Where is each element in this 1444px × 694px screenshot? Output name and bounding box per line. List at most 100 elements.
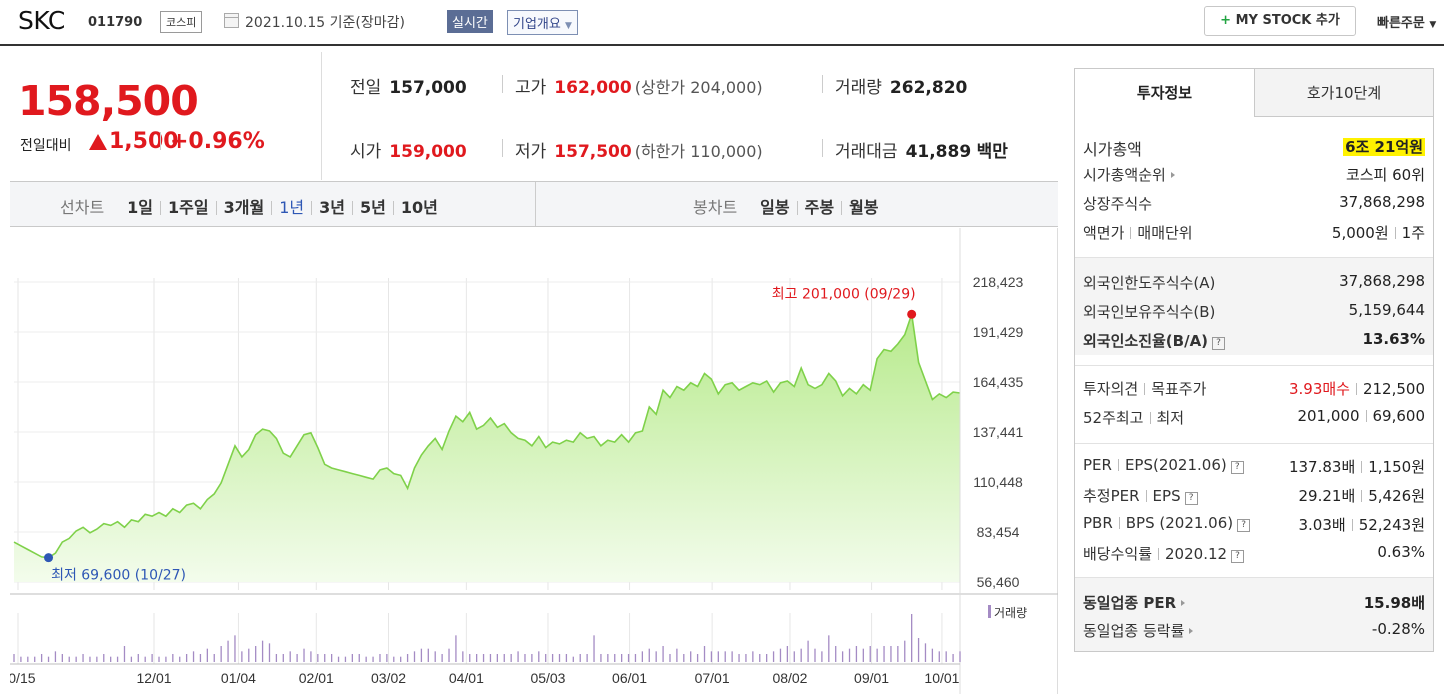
- per-row: PER EPS(2021.06)? 137.83배 1,150원: [1083, 456, 1425, 476]
- chevron-right-icon[interactable]: [1170, 172, 1175, 178]
- help-icon[interactable]: ?: [1230, 461, 1244, 474]
- foreign-section: [1075, 257, 1433, 355]
- est-per-row: 추정PER EPS? 29.21배 5,426원: [1083, 487, 1425, 505]
- quick-order-button[interactable]: 빠른주문 ▼: [1377, 12, 1436, 31]
- industry-section: [1075, 577, 1433, 651]
- high-point-marker: [907, 309, 917, 319]
- volume-legend-label: 거래량: [994, 606, 1027, 620]
- stock-code: 011790: [88, 15, 143, 30]
- market-cap-value: 6조 21억원: [1343, 138, 1425, 156]
- help-icon[interactable]: ?: [1184, 492, 1198, 505]
- y-tick-label: 110,448: [973, 474, 1023, 490]
- investment-info-panel: 투자정보 호가10단계 시가총액 6조 21억원 시가총액순위 코스피 60위 …: [1074, 68, 1434, 652]
- y-tick-label: 191,429: [973, 324, 1024, 340]
- divider: [1075, 443, 1433, 444]
- line-chart-tabs: 선차트 1일 1주일 3개월 1년 3년 5년 10년: [60, 194, 445, 218]
- volume: 거래량 262,820: [835, 78, 968, 98]
- company-overview-dropdown[interactable]: 기업개요 ▼: [507, 10, 578, 35]
- help-icon[interactable]: ?: [1212, 337, 1226, 350]
- tab-invest-info[interactable]: 투자정보: [1075, 69, 1254, 117]
- y-tick-label: 164,435: [973, 374, 1024, 390]
- x-tick-label: 02/01: [299, 670, 334, 686]
- low-price-label: 최저 69,600 (10/27): [51, 568, 186, 584]
- market-cap-row: 시가총액 6조 21억원: [1083, 138, 1425, 159]
- add-my-stock-button[interactable]: + MY STOCK 추가: [1204, 6, 1356, 36]
- change-label: 전일대비: [20, 138, 72, 154]
- plus-icon: +: [1220, 13, 1232, 28]
- opinion-row: 투자의견 목표주가 3.93매수 212,500: [1083, 380, 1425, 398]
- divider: [822, 75, 823, 93]
- y-tick-label: 137,441: [973, 424, 1024, 440]
- tab-5year[interactable]: 5년: [359, 198, 386, 217]
- x-tick-label: 05/03: [530, 670, 565, 686]
- industry-per-row: 동일업종 PER 15.98배: [1083, 594, 1425, 612]
- tab-3month[interactable]: 3개월: [223, 198, 265, 217]
- tab-10year[interactable]: 10년: [400, 198, 438, 217]
- tab-3year[interactable]: 3년: [319, 198, 345, 217]
- tab-daily[interactable]: 일봉: [760, 198, 790, 217]
- chevron-down-icon: ▼: [1429, 20, 1437, 30]
- divider: [502, 75, 503, 93]
- open-price: 시가 159,000: [350, 142, 467, 162]
- quick-order-label: 빠른주문: [1377, 16, 1425, 31]
- week52-row: 52주최고 최저 201,000 69,600: [1083, 407, 1425, 427]
- divider: [822, 139, 823, 157]
- volume-legend-swatch: [988, 605, 991, 618]
- low-price: 저가 157,500 (하한가 110,000): [515, 142, 763, 162]
- y-tick-label: 218,423: [973, 274, 1024, 290]
- base-date: 2021.10.15 기준(장마감): [245, 15, 405, 31]
- help-icon[interactable]: ?: [1231, 550, 1245, 563]
- x-tick-label: 08/02: [772, 670, 807, 686]
- foreign-hold-row: 외국인보유주식수(B) 5,159,644: [1083, 301, 1425, 321]
- market-cap-rank-row: 시가총액순위 코스피 60위: [1083, 166, 1425, 184]
- price-chart-svg[interactable]: 10/15 12/01 01/04 02/01 03/02 04/01 05/03 06/01…: [10, 228, 1058, 694]
- dividend-row: 배당수익률 2020.12? 0.63%: [1083, 543, 1425, 563]
- pbr-row: PBR BPS (2021.06)? 3.03배 52,243원: [1083, 514, 1425, 534]
- divider: [535, 182, 536, 226]
- chevron-right-icon[interactable]: [1189, 628, 1194, 634]
- x-tick-label: 03/02: [371, 670, 406, 686]
- divider: [160, 132, 161, 150]
- foreign-limit-row: 외국인한도주식수(A) 37,868,298: [1083, 272, 1425, 292]
- stock-name: SKC: [18, 6, 65, 35]
- candle-chart-tabs: 봉차트 일봉 주봉 월봉: [693, 194, 886, 218]
- x-tick-label: 09/01: [854, 670, 889, 686]
- change-value: 1,500: [109, 129, 179, 154]
- x-tick-label: 04/01: [449, 670, 484, 686]
- market-badge: 코스피: [160, 11, 203, 33]
- listed-shares-row: 상장주식수 37,868,298: [1083, 193, 1425, 213]
- tab-1year[interactable]: 1년: [279, 198, 305, 217]
- tab-weekly[interactable]: 주봉: [804, 198, 835, 217]
- tab-order-book[interactable]: 호가10단계: [1254, 69, 1433, 117]
- divider: [1075, 365, 1433, 366]
- price-summary: 전일 157,000 고가 162,000 (상한가 204,000) 거래량 262,…: [322, 52, 1058, 180]
- line-chart-title: 선차트: [60, 198, 105, 217]
- realtime-button[interactable]: 실시간: [447, 10, 493, 33]
- x-tick-label: 07/01: [695, 670, 730, 686]
- price-chart[interactable]: 10/15 12/01 01/04 02/01 03/02 04/01 05/03 06/01…: [10, 228, 1058, 694]
- industry-change-row: 동일업종 등락률 -0.28%: [1083, 620, 1425, 640]
- calendar-icon: [224, 13, 239, 28]
- divider: [502, 139, 503, 157]
- tab-1day[interactable]: 1일: [127, 198, 154, 217]
- trade-amount: 거래대금 41,889 백만: [835, 142, 1008, 162]
- help-icon[interactable]: ?: [1237, 519, 1251, 532]
- chevron-right-icon[interactable]: [1181, 600, 1186, 606]
- change-percent: +0.96%: [170, 129, 265, 154]
- x-tick-label: 06/01: [612, 670, 647, 686]
- foreign-ratio-row: 외국인소진율(B/A)? 13.63%: [1083, 330, 1425, 350]
- tab-monthly[interactable]: 월봉: [849, 198, 879, 217]
- par-value-row: 액면가 매매단위 5,000원 1주: [1083, 224, 1425, 242]
- y-tick-label: 56,460: [977, 574, 1020, 590]
- info-tabs: 투자정보 호가10단계: [1075, 69, 1433, 117]
- company-overview-label: 기업개요: [513, 17, 561, 32]
- x-tick-label: 12/01: [136, 670, 171, 686]
- price-area: [14, 314, 960, 582]
- current-price-panel: 158,500 전일대비 1,500 +0.96%: [10, 52, 322, 180]
- chart-period-tabs: 선차트 1일 1주일 3개월 1년 3년 5년 10년 봉차트 일봉 주봉 월봉: [10, 181, 1058, 227]
- stock-header: SKC 011790 코스피 2021.10.15 기준(장마감) 실시간 기업…: [0, 0, 1444, 46]
- tab-1week[interactable]: 1주일: [168, 198, 209, 217]
- up-arrow-icon: [89, 134, 107, 150]
- add-my-stock-label: MY STOCK 추가: [1235, 13, 1340, 28]
- y-tick-label: 83,454: [977, 524, 1020, 540]
